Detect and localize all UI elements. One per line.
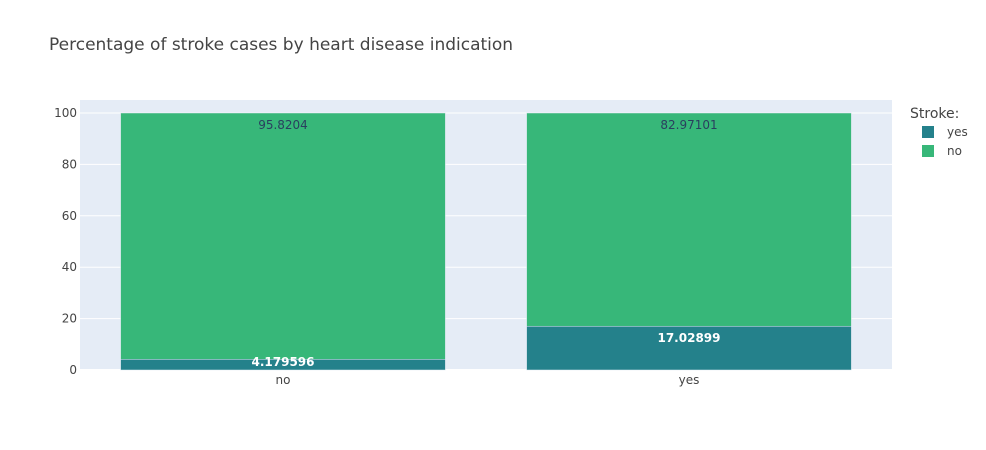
x-tick-label: yes — [679, 373, 700, 387]
chart-title: Percentage of stroke cases by heart dise… — [49, 35, 513, 55]
y-tick-label: 0 — [69, 363, 77, 377]
data-label: 82.97101 — [660, 118, 717, 132]
legend-label[interactable]: no — [947, 144, 962, 158]
y-tick-label: 20 — [62, 312, 77, 326]
legend-title: Stroke: — [910, 106, 959, 122]
bar-labels: 4.179596 95.8204 17.02899 82.97101 — [251, 118, 720, 369]
legend-swatch-no[interactable] — [922, 145, 934, 157]
y-tick-label: 80 — [62, 157, 77, 171]
data-label: 17.02899 — [657, 331, 720, 345]
bar-no-yes[interactable] — [526, 112, 852, 327]
y-tick-label: 60 — [62, 209, 77, 223]
data-label: 95.8204 — [258, 118, 308, 132]
bars[interactable] — [120, 112, 852, 371]
legend-label[interactable]: yes — [947, 125, 968, 139]
x-axis: no yes — [276, 373, 700, 387]
legend[interactable]: Stroke: yes no — [910, 106, 968, 158]
y-axis: 0 20 40 60 80 100 — [54, 106, 77, 377]
data-label: 4.179596 — [251, 355, 314, 369]
bar-no-no[interactable] — [120, 112, 446, 360]
legend-swatch-yes[interactable] — [922, 126, 934, 138]
x-tick-label: no — [276, 373, 291, 387]
y-tick-label: 100 — [54, 106, 77, 120]
y-tick-label: 40 — [62, 260, 77, 274]
bar-yes-yes[interactable] — [526, 325, 852, 371]
